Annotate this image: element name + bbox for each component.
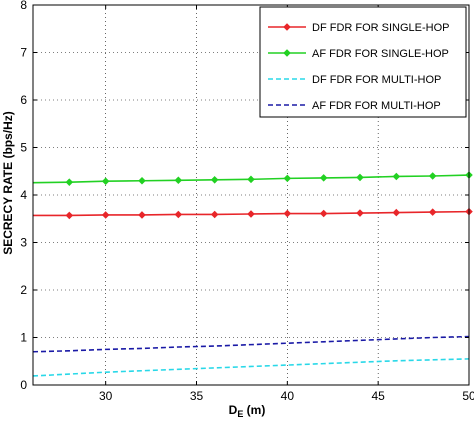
series-marker-1: [210, 210, 219, 219]
legend: DF FDR FOR SINGLE-HOP AF FDR FOR SINGLE-H…: [259, 6, 467, 118]
series-marker-2: [210, 176, 219, 184]
x-tick-label: 50: [462, 389, 474, 403]
series-marker-1: [247, 210, 255, 218]
series-marker-1: [101, 211, 110, 219]
y-tick-label: 7: [20, 46, 27, 60]
y-tick-label: 4: [20, 188, 27, 202]
series-marker-2: [283, 174, 292, 183]
y-tick-label: 0: [20, 378, 27, 392]
x-axis-label-subscript: E: [237, 409, 243, 419]
series-marker-2: [65, 178, 74, 186]
y-axis-label: SECRECY RATE (bps/Hz): [1, 111, 15, 255]
legend-label-1: DF FDR FOR SINGLE-HOP: [312, 22, 450, 34]
series-marker-2: [101, 177, 110, 185]
x-tick-label: 40: [281, 389, 295, 403]
series-marker-2: [392, 172, 401, 181]
series-marker-2: [247, 175, 255, 184]
y-tick-label: 5: [20, 141, 27, 155]
x-axis-label-main: D: [229, 403, 238, 417]
legend-label-4: AF FDR FOR MULTI-HOP: [312, 100, 441, 112]
series-marker-2: [319, 174, 328, 182]
series-lines: [32, 171, 473, 377]
series-marker-1: [428, 208, 437, 216]
y-tick-label: 8: [20, 0, 27, 12]
legend-marker-2: [283, 49, 291, 57]
series-marker-1: [138, 211, 146, 219]
series-marker-2: [174, 176, 183, 185]
legend-label-3: DF FDR FOR MULTI-HOP: [312, 74, 441, 86]
series-marker-1: [65, 211, 74, 220]
x-tick-label: 45: [371, 389, 385, 403]
axes: [32, 4, 470, 386]
series-marker-2: [356, 173, 364, 182]
series-line-3: [32, 358, 470, 377]
legend-box: [259, 6, 467, 118]
series-marker-1: [356, 209, 364, 217]
y-tick-label: 3: [20, 236, 27, 250]
series-marker-1: [392, 208, 401, 217]
y-tick-label: 2: [20, 283, 27, 297]
series-marker-1: [174, 210, 183, 219]
series-marker-1: [283, 209, 292, 218]
legend-label-2: AF FDR FOR SINGLE-HOP: [312, 48, 449, 60]
series-marker-2: [138, 176, 146, 185]
x-axis-label: DE (m): [229, 403, 266, 419]
x-axis-label-unit: (m): [243, 403, 265, 417]
legend-marker-1: [283, 23, 291, 31]
series-line-4: [32, 335, 470, 353]
series-marker-2: [428, 172, 437, 180]
series-marker-1: [319, 209, 328, 218]
y-tick-label: 6: [20, 93, 27, 107]
y-tick-label: 1: [20, 331, 27, 345]
x-tick-label: 30: [99, 389, 113, 403]
x-tick-label: 35: [190, 389, 204, 403]
